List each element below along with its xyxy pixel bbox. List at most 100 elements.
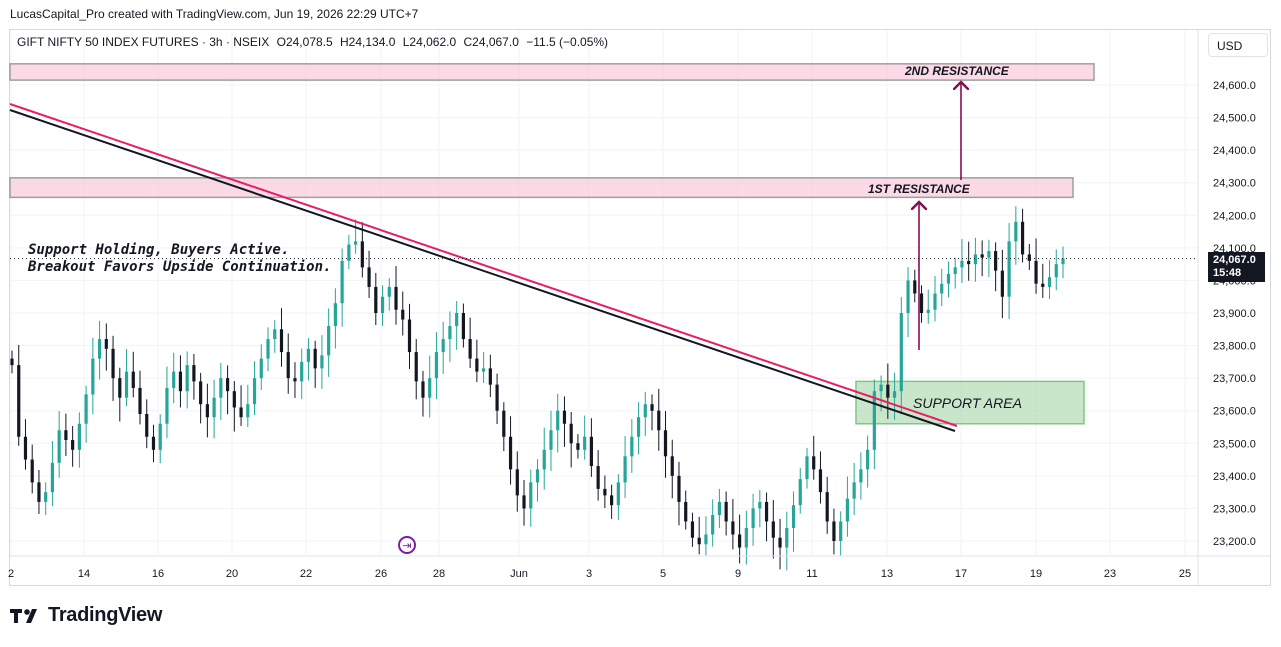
candle-body bbox=[987, 251, 991, 258]
candle-body bbox=[327, 326, 331, 356]
candle-body bbox=[394, 286, 398, 310]
x-tick-label: 23 bbox=[1104, 568, 1116, 580]
candle-body bbox=[495, 384, 499, 411]
candle-body bbox=[717, 501, 722, 515]
tradingview-logo[interactable]: TradingView bbox=[10, 604, 162, 627]
candle-body bbox=[751, 508, 755, 528]
candle-body bbox=[30, 459, 34, 483]
candle-body bbox=[1041, 283, 1045, 287]
candle-body bbox=[313, 348, 317, 369]
candle-body bbox=[192, 365, 196, 382]
candle-body bbox=[84, 394, 88, 424]
candle-body bbox=[1020, 221, 1025, 255]
candle-body bbox=[286, 352, 290, 379]
candle-body bbox=[926, 309, 930, 313]
candle-body bbox=[576, 443, 580, 450]
x-tick-label: 16 bbox=[152, 568, 164, 580]
candle-body bbox=[711, 514, 715, 535]
candle-body bbox=[333, 303, 337, 327]
candle-body bbox=[441, 339, 445, 353]
candle-body bbox=[596, 466, 600, 489]
candle-body bbox=[401, 309, 405, 320]
candle-body bbox=[259, 358, 263, 379]
candle-body bbox=[428, 378, 432, 398]
candle-body bbox=[980, 254, 984, 258]
candle-body bbox=[461, 313, 465, 340]
candle-body bbox=[434, 352, 439, 379]
candle-body bbox=[414, 352, 418, 382]
candle-body bbox=[879, 384, 883, 392]
candle-body bbox=[1034, 260, 1038, 284]
candle-body bbox=[636, 417, 641, 437]
y-tick-label: 23,900.0 bbox=[1213, 308, 1256, 320]
price-chart[interactable]: 23,200.0 23,300.0 23,400.0 23,500.0 23,600.0… bbox=[0, 0, 1281, 600]
candle-body bbox=[71, 440, 75, 450]
candle-body bbox=[623, 456, 627, 483]
candle-body bbox=[946, 273, 951, 284]
x-tick-label: 17 bbox=[955, 568, 967, 580]
candle-body bbox=[104, 339, 108, 349]
candle-body bbox=[1000, 270, 1004, 297]
y-tick-label: 24,500.0 bbox=[1213, 113, 1256, 125]
candle-body bbox=[421, 381, 425, 398]
candle-body bbox=[663, 430, 668, 457]
candle-body bbox=[603, 488, 607, 496]
candle-body bbox=[293, 378, 297, 382]
candle-body bbox=[10, 358, 14, 366]
x-tick-label: 3 bbox=[586, 568, 592, 580]
candle-body bbox=[589, 436, 593, 467]
zone-box bbox=[9, 63, 1095, 81]
low-value: L24,062.0 bbox=[402, 35, 457, 49]
candle-body bbox=[488, 368, 492, 385]
y-tick-label: 24,300.0 bbox=[1213, 178, 1256, 190]
candle-body bbox=[684, 501, 688, 522]
candle-body bbox=[906, 280, 910, 313]
candle-body bbox=[657, 410, 661, 431]
candle-body bbox=[522, 495, 526, 509]
tradingview-logo-icon bbox=[10, 608, 37, 623]
candle-body bbox=[353, 241, 358, 245]
x-tick-label: 14 bbox=[78, 568, 90, 580]
candle-body bbox=[124, 371, 129, 398]
symbol-legend[interactable]: GIFT NIFTY 50 INDEX FUTURES · 3h · NSEIX… bbox=[17, 35, 608, 49]
candle-body bbox=[306, 348, 311, 362]
candle-body bbox=[724, 501, 728, 522]
candle-body bbox=[111, 348, 115, 379]
candle-body bbox=[266, 339, 270, 359]
candle-body bbox=[407, 319, 412, 353]
candle-body bbox=[239, 407, 243, 418]
candle-body bbox=[569, 423, 573, 444]
candle-body bbox=[232, 391, 236, 408]
x-tick-label: 26 bbox=[375, 568, 387, 580]
candle-body bbox=[744, 527, 748, 548]
candle-body bbox=[199, 381, 203, 405]
candle-body bbox=[610, 495, 614, 506]
candle-body bbox=[455, 313, 459, 327]
x-tick-label: 20 bbox=[226, 568, 238, 580]
candle-body bbox=[798, 479, 802, 506]
change-value: −11.5 (−0.05%) bbox=[526, 35, 609, 49]
currency-button[interactable]: USD bbox=[1208, 33, 1268, 57]
x-tick-label: 25 bbox=[1179, 568, 1191, 580]
go-to-realtime-icon[interactable]: ⇥ bbox=[398, 536, 416, 554]
candle-body bbox=[44, 492, 48, 502]
x-tick-label: 2 bbox=[8, 568, 14, 580]
candle-body bbox=[138, 387, 142, 414]
candle-body bbox=[556, 410, 560, 431]
candle-body bbox=[118, 378, 122, 398]
candle-body bbox=[1047, 277, 1052, 287]
y-tick-label: 24,400.0 bbox=[1213, 145, 1256, 157]
candle-body bbox=[967, 260, 971, 265]
candle-body bbox=[825, 492, 829, 522]
x-tick-label: 9 bbox=[735, 568, 741, 580]
candle-body bbox=[387, 286, 391, 297]
x-tick-label: 5 bbox=[660, 568, 666, 580]
trendline-black bbox=[9, 109, 956, 432]
bar-countdown: 15:48 bbox=[1213, 267, 1242, 279]
candle-body bbox=[225, 378, 230, 392]
x-tick-label: 19 bbox=[1030, 568, 1042, 580]
candle-body bbox=[812, 456, 816, 470]
candle-body bbox=[953, 267, 957, 274]
candle-body bbox=[279, 329, 284, 353]
y-tick-label: 24,600.0 bbox=[1213, 80, 1256, 92]
